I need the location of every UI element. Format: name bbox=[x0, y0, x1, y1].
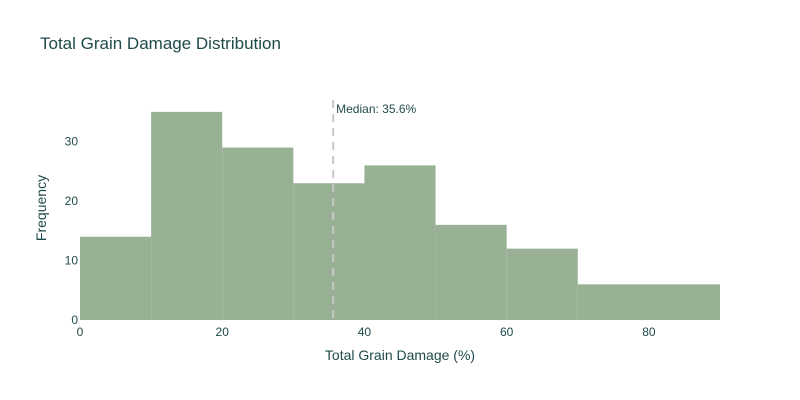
y-tick-label: 10 bbox=[65, 254, 79, 268]
histogram-bar-6 bbox=[506, 248, 578, 320]
median-label: Median: 35.6% bbox=[336, 102, 416, 116]
histogram-bar-5 bbox=[435, 224, 507, 320]
histogram-bar-0 bbox=[80, 236, 152, 320]
histogram-bar-4 bbox=[364, 165, 436, 320]
x-axis-label: Total Grain Damage (%) bbox=[325, 347, 475, 363]
x-tick-label: 80 bbox=[642, 325, 656, 339]
histogram-bars bbox=[80, 111, 720, 320]
y-tick-labels: 0 10 20 30 bbox=[65, 135, 79, 327]
y-axis-label: Frequency bbox=[33, 175, 49, 241]
x-tick-label: 60 bbox=[500, 325, 514, 339]
y-tick-label: 30 bbox=[65, 135, 79, 149]
x-tick-label: 0 bbox=[77, 325, 84, 339]
x-tick-label: 20 bbox=[216, 325, 230, 339]
histogram-bar-3 bbox=[293, 183, 365, 320]
chart-title: Total Grain Damage Distribution bbox=[40, 34, 281, 53]
histogram-bar-1 bbox=[151, 111, 223, 320]
histogram-bar-2 bbox=[222, 147, 294, 320]
y-tick-label: 20 bbox=[65, 194, 79, 208]
x-tick-label: 40 bbox=[358, 325, 372, 339]
x-tick-labels: 0 20 40 60 80 bbox=[77, 325, 656, 339]
y-tick-label: 0 bbox=[71, 313, 78, 327]
histogram-bar-7 bbox=[577, 284, 720, 320]
